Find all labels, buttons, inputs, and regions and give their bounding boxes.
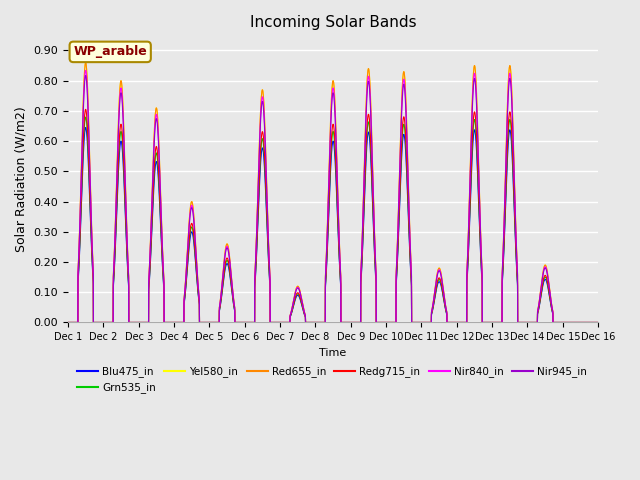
Y-axis label: Solar Radiation (W/m2): Solar Radiation (W/m2): [15, 106, 28, 252]
Legend: Blu475_in, Grn535_in, Yel580_in, Red655_in, Redg715_in, Nir840_in, Nir945_in: Blu475_in, Grn535_in, Yel580_in, Red655_…: [73, 362, 591, 397]
Text: WP_arable: WP_arable: [74, 46, 147, 59]
X-axis label: Time: Time: [319, 348, 347, 358]
Title: Incoming Solar Bands: Incoming Solar Bands: [250, 15, 417, 30]
